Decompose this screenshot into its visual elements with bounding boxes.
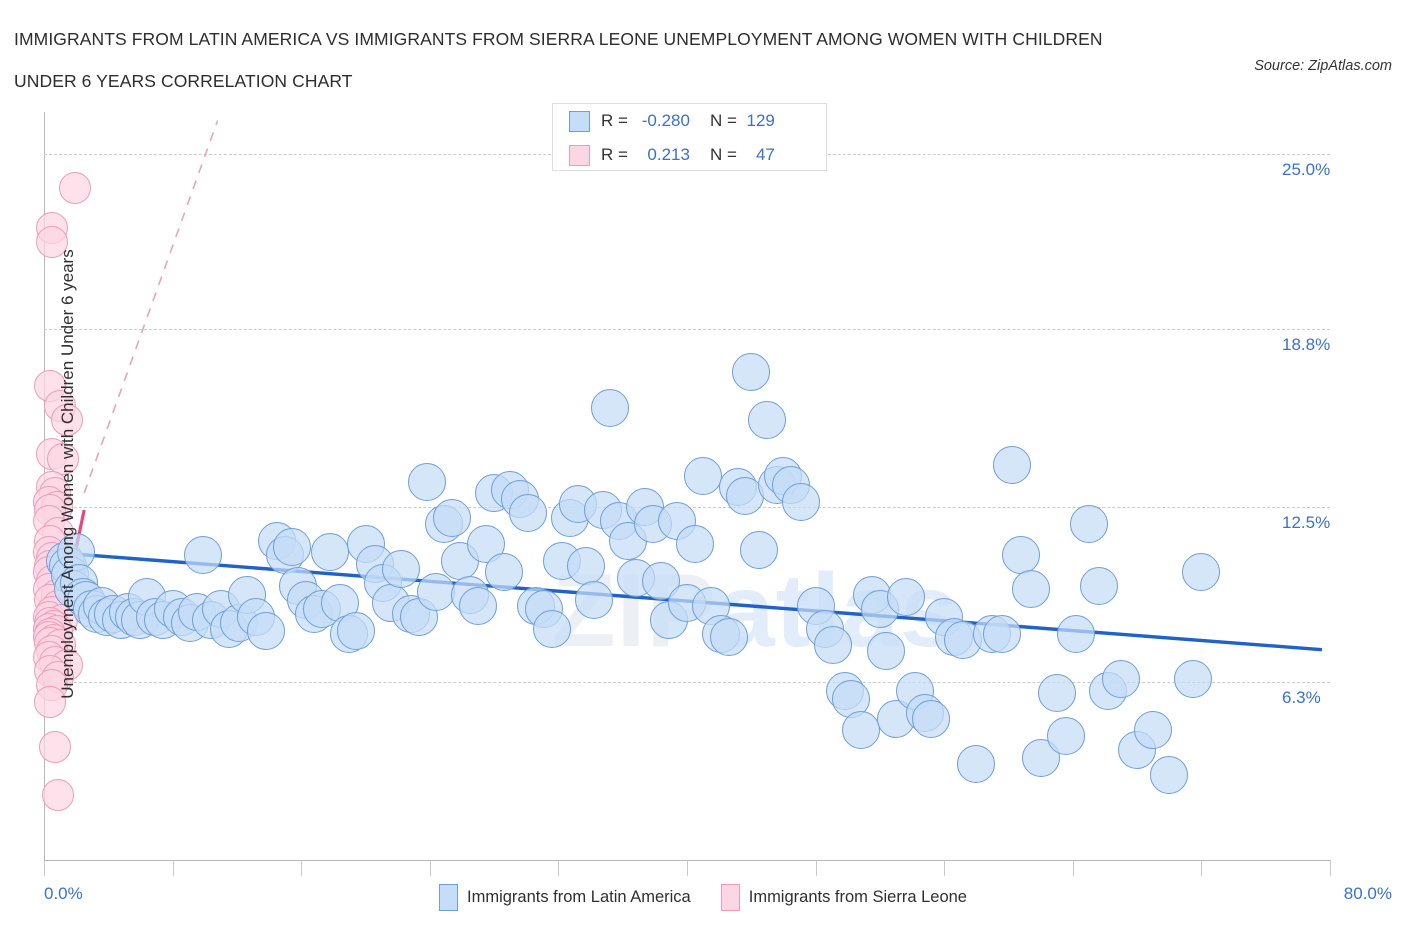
scatter-point — [992, 445, 1031, 484]
y-axis-tick-label: 18.8% — [1282, 335, 1331, 355]
x-axis-tick — [558, 860, 560, 876]
gridline — [44, 682, 1330, 684]
scatter-point — [58, 172, 91, 205]
legend-n-value-pink: 47 — [755, 145, 775, 164]
x-axis-tick — [815, 860, 817, 876]
scatter-point — [34, 685, 67, 718]
scatter-point — [246, 612, 285, 651]
scatter-point — [983, 615, 1022, 654]
scatter-point — [1174, 660, 1213, 699]
scatter-point — [1057, 615, 1095, 654]
gridline — [44, 329, 1330, 331]
scatter-point — [867, 632, 906, 671]
scatter-point — [47, 443, 80, 476]
legend-swatch-pink — [569, 144, 590, 166]
scatter-point — [1047, 716, 1086, 755]
x-axis-tick — [944, 860, 946, 876]
series-legend-item-sierra-leone[interactable]: Immigrants from Sierra Leone — [720, 884, 967, 911]
scatter-point — [1079, 567, 1118, 606]
x-axis-tick — [1072, 860, 1074, 876]
scatter-point — [676, 524, 715, 563]
legend-r-label-blue: R = — [601, 111, 628, 130]
x-axis-tick — [172, 860, 174, 876]
scatter-point — [36, 225, 69, 258]
series-legend-label-pink: Immigrants from Sierra Leone — [748, 888, 967, 906]
legend-r-value-pink: 0.213 — [647, 145, 690, 164]
scatter-point — [841, 711, 880, 750]
scatter-point — [814, 626, 853, 665]
x-axis-min-label: 0.0% — [44, 884, 83, 903]
legend-swatch-blue — [569, 110, 590, 132]
scatter-point — [1134, 711, 1173, 750]
x-axis-tick — [44, 860, 45, 876]
x-axis-tick — [301, 860, 303, 876]
x-axis-tick — [429, 860, 431, 876]
scatter-point — [381, 550, 420, 589]
scatter-point — [272, 527, 311, 566]
scatter-point — [508, 493, 547, 532]
y-axis-tick-label: 6.3% — [1282, 688, 1321, 708]
scatter-point — [417, 572, 456, 611]
scatter-point — [459, 586, 498, 625]
legend-r-value-blue: -0.280 — [641, 111, 690, 130]
y-axis-tick-label: 12.5% — [1282, 513, 1331, 533]
scatter-point — [782, 482, 821, 521]
scatter-point — [684, 457, 723, 496]
y-axis-tick-label: 25.0% — [1282, 160, 1331, 180]
scatter-point — [484, 553, 523, 592]
series-legend-swatch-blue — [439, 884, 458, 911]
scatter-point — [1102, 660, 1141, 699]
scatter-point — [311, 533, 350, 572]
scatter-point — [566, 547, 605, 586]
scatter-point — [1012, 570, 1050, 609]
series-legend-label-blue: Immigrants from Latin America — [467, 888, 691, 906]
title-line-2: UNDER 6 YEARS CORRELATION CHART — [14, 71, 353, 91]
scatter-point — [1002, 536, 1041, 575]
correlation-stats-legend: R = -0.280 N = 129 R = 0.213 N = 47 — [552, 103, 827, 171]
legend-row-latin-america: R = -0.280 N = 129 — [553, 104, 826, 138]
scatter-point — [184, 536, 223, 575]
scatter-point — [42, 779, 75, 812]
scatter-point — [1069, 505, 1108, 544]
scatter-point — [532, 609, 571, 648]
scatter-point — [433, 499, 472, 538]
page-title: IMMIGRANTS FROM LATIN AMERICA VS IMMIGRA… — [14, 18, 1214, 102]
plot-area: ZIPatlas 25.0% 18.8% 12.5% 6.3% Unemploymen… — [32, 112, 1331, 876]
scatter-point — [590, 389, 629, 428]
scatter-point — [336, 612, 375, 651]
scatter-point — [1182, 553, 1221, 592]
scatter-point — [709, 618, 748, 656]
x-axis-tick — [1201, 860, 1203, 876]
scatter-point — [957, 745, 996, 784]
scatter-point — [1150, 756, 1189, 795]
legend-n-label-blue: N = — [709, 111, 737, 130]
x-axis-tick — [1330, 860, 1331, 876]
series-legend-item-latin-america[interactable]: Immigrants from Latin America — [439, 884, 691, 911]
legend-n-value-blue: 129 — [746, 111, 775, 130]
scatter-point — [886, 578, 925, 617]
title-line-1: IMMIGRANTS FROM LATIN AMERICA VS IMMIGRA… — [14, 29, 1103, 49]
scatter-point — [574, 581, 613, 620]
scatter-point — [50, 403, 83, 436]
scatter-point — [748, 400, 787, 439]
x-axis-tick — [687, 860, 688, 876]
scatter-point — [39, 731, 72, 764]
scatter-point — [912, 699, 951, 738]
source-attribution: Source: ZipAtlas.com — [1254, 58, 1392, 74]
scatter-point — [732, 352, 771, 391]
x-axis-max-label: 80.0% — [1343, 884, 1392, 903]
scatter-point — [407, 462, 446, 501]
legend-row-sierra-leone: R = 0.213 N = 47 — [553, 138, 826, 172]
series-legend-swatch-pink — [720, 884, 740, 911]
legend-r-label-pink: R = — [601, 145, 628, 164]
scatter-point — [740, 530, 779, 569]
legend-n-label-pink: N = — [709, 145, 737, 164]
scatter-point — [1037, 674, 1076, 713]
series-legend: Immigrants from Latin America Immigrants… — [0, 884, 1406, 911]
